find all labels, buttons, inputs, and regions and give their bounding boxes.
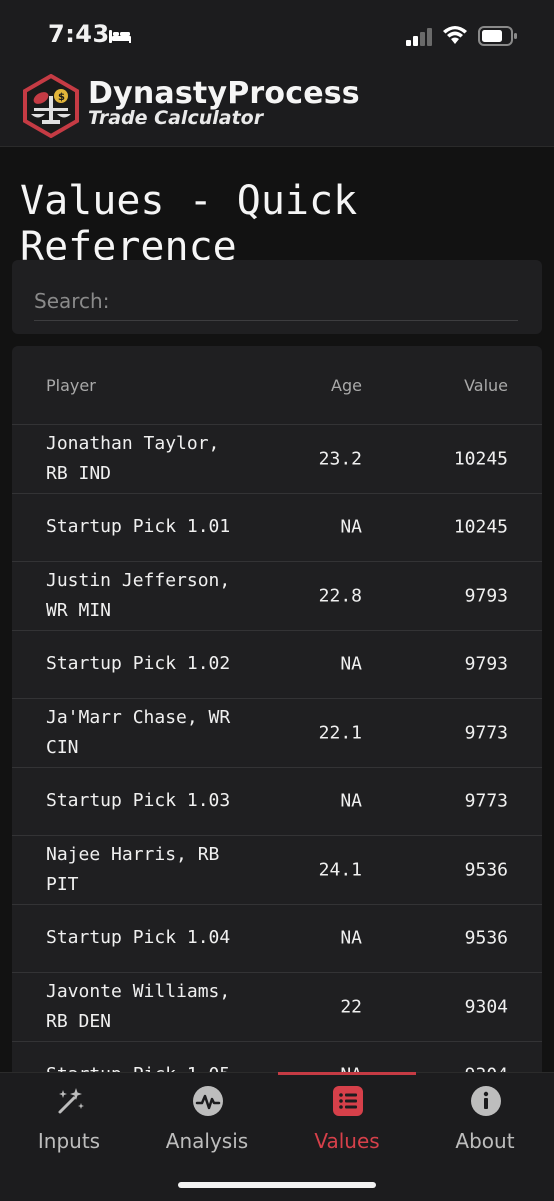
row-player: Justin Jefferson, WR MIN [46,569,231,621]
table-row[interactable]: Startup Pick 1.03 NA 9773 [12,768,542,836]
table-header: Player Age Value [12,346,542,425]
app-subtitle: Trade Calculator [88,107,264,129]
column-header-player[interactable]: Player [46,376,96,395]
row-value: 9536 [464,859,508,881]
app-header: $ DynastyProcess Trade Calculator [0,66,554,147]
search-input[interactable] [34,282,518,321]
row-age: 22 [340,996,362,1018]
list-icon [333,1086,363,1116]
row-value: 9793 [464,585,508,607]
row-value: 9536 [464,927,508,949]
row-player: Startup Pick 1.02 [46,653,231,675]
row-age: 24.1 [318,859,362,881]
cellular-signal-icon [406,28,432,46]
table-row[interactable]: Ja'Marr Chase, WR CIN 22.1 9773 [12,699,542,768]
row-age: 22.8 [318,585,362,607]
row-player: Startup Pick 1.04 [46,927,231,949]
column-header-value[interactable]: Value [464,376,508,395]
bottom-tab-bar: Inputs Analysis Values About [0,1072,554,1201]
table-row[interactable]: Justin Jefferson, WR MIN 22.8 9793 [12,562,542,631]
tab-analysis-label: Analysis [165,1129,249,1153]
tab-inputs-label: Inputs [37,1129,101,1153]
row-value: 10245 [453,448,508,470]
tab-analysis[interactable]: Analysis [138,1083,276,1163]
row-value: 9304 [464,996,508,1018]
table-row[interactable]: Jonathan Taylor, RB IND 23.2 10245 [12,425,542,494]
row-player: Ja'Marr Chase, WR CIN [46,706,231,758]
status-time: 7:43 [48,20,110,48]
table-row[interactable]: Startup Pick 1.02 NA 9793 [12,631,542,699]
status-bar: 7:43 [0,0,554,66]
tab-about-label: About [455,1129,515,1153]
row-age: NA [340,516,362,538]
tab-values-label: Values [314,1129,380,1153]
row-player: Javonte Williams, RB DEN [46,980,231,1032]
table-row[interactable]: Startup Pick 1.01 NA 10245 [12,494,542,562]
svg-text:$: $ [58,92,65,103]
battery-icon [478,26,517,46]
table-row[interactable]: Javonte Williams, RB DEN 22 9304 [12,973,542,1042]
active-tab-indicator [278,1072,416,1075]
page-title: Values - Quick Reference [20,178,358,270]
dynasty-scale-logo-icon: $ [23,74,79,138]
row-value: 9773 [464,722,508,744]
row-age: 22.1 [318,722,362,744]
row-value: 9773 [464,790,508,812]
search-card [12,260,542,334]
row-age: NA [340,927,362,949]
row-age: NA [340,790,362,812]
home-indicator[interactable] [178,1182,376,1188]
row-value: 10245 [453,516,508,538]
row-value: 9793 [464,653,508,675]
wifi-icon [443,26,467,44]
column-header-age[interactable]: Age [331,376,362,395]
row-player: Jonathan Taylor, RB IND [46,432,220,484]
activity-chart-icon [193,1086,223,1116]
row-player: Startup Pick 1.03 [46,790,231,812]
info-icon [471,1086,501,1116]
tab-inputs[interactable]: Inputs [0,1083,138,1163]
table-row[interactable]: Startup Pick 1.04 NA 9536 [12,905,542,973]
row-age: 23.2 [318,448,362,470]
row-player: Startup Pick 1.01 [46,516,231,538]
table-row[interactable]: Najee Harris, RB PIT 24.1 9536 [12,836,542,905]
row-age: NA [340,653,362,675]
row-player: Najee Harris, RB PIT [46,843,220,895]
sleep-bed-icon [109,30,131,43]
tab-values[interactable]: Values [278,1083,416,1163]
brand: DynastyProcess Trade Calculator [88,76,360,129]
magic-wand-icon [58,1088,84,1114]
table-body: Jonathan Taylor, RB IND 23.2 10245 Start… [12,425,542,1086]
values-table: Player Age Value Jonathan Taylor, RB IND… [12,346,542,1086]
tab-about[interactable]: About [416,1083,554,1163]
app-name: DynastyProcess [88,76,360,111]
